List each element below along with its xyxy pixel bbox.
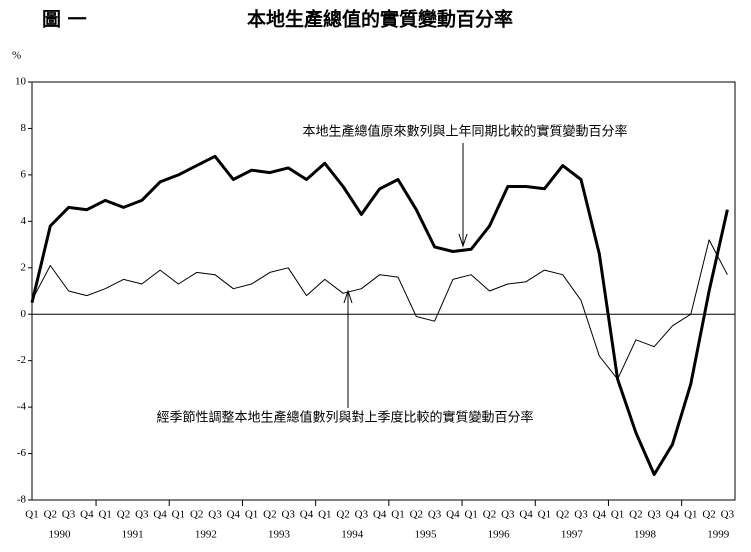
x-tick-label: Q4 [666,509,680,521]
y-tick-label: 0 [21,308,27,320]
chart-title: 本地生產總值的實質變動百分率 [247,8,513,31]
y-tick-label: -4 [17,401,27,413]
y-tick-label: -2 [17,354,26,366]
x-tick-label: Q4 [519,509,533,521]
x-tick-label: Q1 [464,509,477,521]
year-label: 1997 [561,529,584,541]
y-tick-label: 2 [21,261,27,273]
x-tick-label: Q3 [208,509,222,521]
year-label: 1991 [122,529,144,541]
x-tick-label: Q2 [483,509,496,521]
x-tick-label: Q1 [684,509,697,521]
x-tick-label: Q3 [721,509,735,521]
x-tick-label: Q3 [574,509,588,521]
x-tick-label: Q3 [281,509,295,521]
year-label: 1999 [707,529,730,541]
x-tick-label: Q3 [355,509,369,521]
y-axis-label: % [12,50,21,62]
y-tick-label: -6 [17,447,27,459]
series-annotation: 本地生產總值原來數列與上年同期比較的實質變動百分率 [302,124,627,140]
year-label: 1994 [341,529,364,541]
year-label: 1993 [268,529,291,541]
year-label: 1996 [488,529,511,541]
x-tick-label: Q4 [227,509,241,521]
x-tick-label: Q1 [172,509,185,521]
x-tick-label: Q2 [190,509,203,521]
y-tick-label: 8 [21,122,27,134]
x-tick-label: Q3 [135,509,149,521]
x-tick-label: Q3 [428,509,442,521]
year-label: 1990 [48,529,71,541]
x-tick-label: Q2 [117,509,130,521]
arrow-head [458,233,468,248]
plot-frame [31,81,736,501]
year-label: 1998 [634,529,657,541]
x-tick-label: Q2 [629,509,642,521]
x-tick-label: Q2 [336,509,349,521]
x-tick-label: Q4 [593,509,607,521]
x-tick-label: Q2 [263,509,276,521]
y-tick-label: 6 [21,168,27,180]
x-tick-label: Q1 [245,509,258,521]
x-tick-label: Q4 [446,509,460,521]
year-label: 1995 [414,529,437,541]
x-tick-label: Q1 [25,509,38,521]
x-tick-label: Q2 [44,509,57,521]
x-tick-label: Q1 [98,509,111,521]
series-annotation: 經季節性調整本地生產總值數列與對上季度比較的實質變動百分率 [156,410,533,426]
series-line [31,239,728,380]
x-tick-label: Q3 [647,509,661,521]
x-tick-label: Q1 [391,509,404,521]
x-tick-label: Q4 [300,509,314,521]
x-tick-label: Q2 [410,509,423,521]
arrow-head [343,289,353,304]
x-tick-label: Q3 [501,509,515,521]
x-tick-label: Q4 [373,509,387,521]
x-tick-label: Q1 [611,509,624,521]
x-tick-label: Q2 [556,509,569,521]
y-tick-label: 4 [21,215,27,227]
figure-label: 圖 一 [42,9,87,31]
x-tick-label: Q1 [318,509,331,521]
x-tick-label: Q2 [702,509,715,521]
year-label: 1992 [195,529,217,541]
x-tick-label: Q4 [153,509,167,521]
x-tick-label: Q3 [62,509,76,521]
x-tick-label: Q4 [80,509,94,521]
series-line [30,154,729,476]
y-tick-label: -8 [17,494,27,506]
y-tick-label: 10 [15,76,27,88]
x-tick-label: Q1 [538,509,551,521]
